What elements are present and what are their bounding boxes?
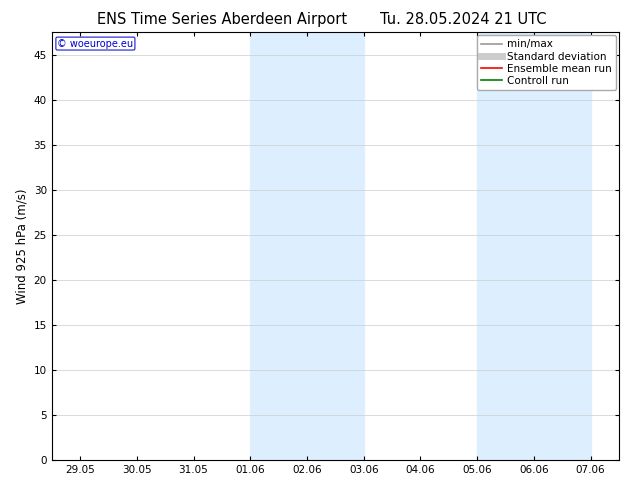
Bar bbox=[250, 32, 364, 460]
Bar bbox=[477, 32, 591, 460]
Legend: min/max, Standard deviation, Ensemble mean run, Controll run: min/max, Standard deviation, Ensemble me… bbox=[477, 35, 616, 90]
Text: © woeurope.eu: © woeurope.eu bbox=[57, 39, 134, 49]
Text: Tu. 28.05.2024 21 UTC: Tu. 28.05.2024 21 UTC bbox=[380, 12, 546, 27]
Y-axis label: Wind 925 hPa (m/s): Wind 925 hPa (m/s) bbox=[15, 188, 28, 304]
Text: ENS Time Series Aberdeen Airport: ENS Time Series Aberdeen Airport bbox=[97, 12, 347, 27]
